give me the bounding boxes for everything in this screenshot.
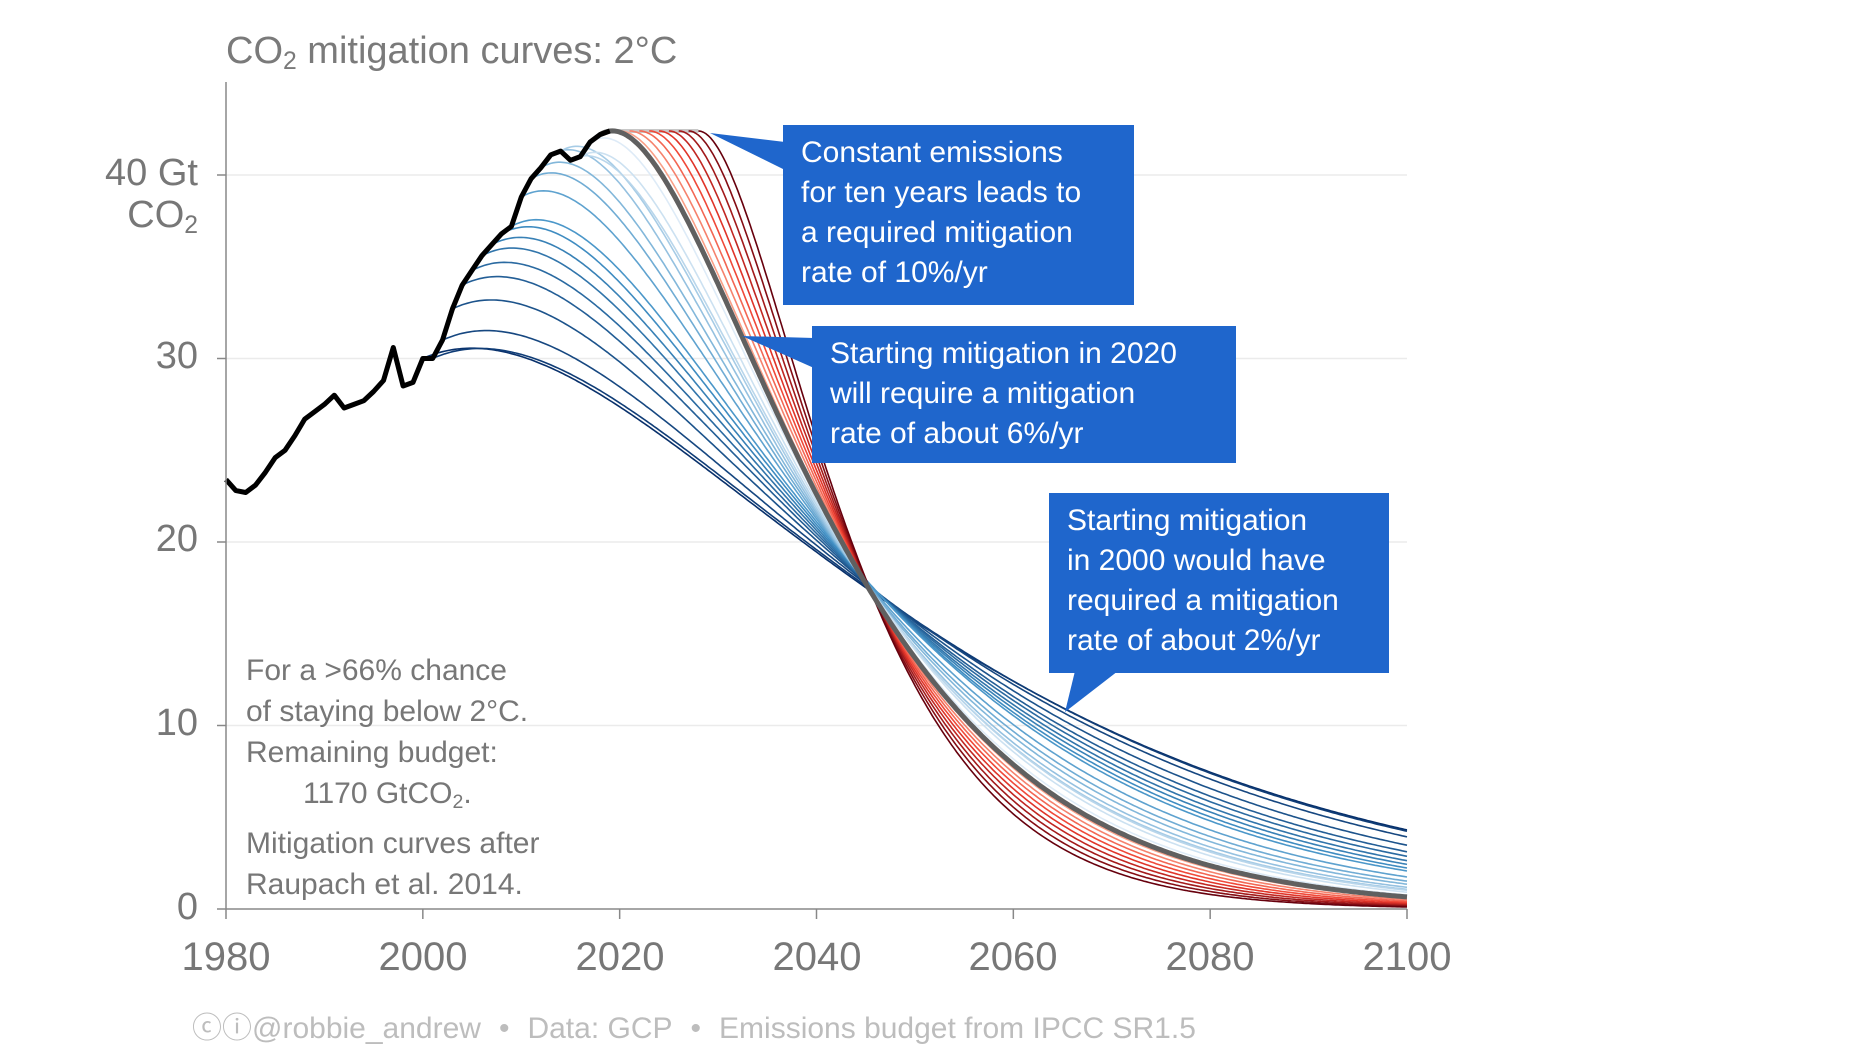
historical-emissions-line — [224, 128, 611, 495]
mitigation-curve-2026 — [678, 130, 1408, 907]
mitigation-curve-2022 — [639, 130, 1408, 902]
pointer-constant-emissions — [710, 133, 785, 170]
axes — [217, 82, 1408, 919]
separator-dot: • — [498, 1012, 510, 1045]
annotation-pointers — [710, 133, 1118, 712]
y-tick-30: 30 — [155, 335, 198, 377]
annotation-line: Starting mitigation in 2020 — [830, 337, 1177, 370]
annotation-line: Starting mitigation — [1067, 504, 1308, 537]
mitigation-curve-2004 — [461, 275, 1408, 853]
mitigation-curve-2013 — [550, 148, 1408, 889]
annotation-line: a required mitigation — [801, 216, 1073, 249]
note-line: of staying below 2°C. — [246, 695, 529, 728]
footer: ⓒⓘ@robbie_andrew • Data: GCP • Emissions bud… — [192, 1003, 1196, 1047]
separator-dot: • — [690, 1012, 702, 1045]
mitigation-curve-2027 — [688, 130, 1407, 908]
footer-data-source: Data: GCP — [527, 1012, 673, 1045]
mitigation-curve-2009 — [511, 218, 1408, 872]
mitigation-curve-2021 — [629, 130, 1408, 901]
mitigation-curve-2024 — [658, 130, 1408, 905]
mitigation-curve-2012 — [540, 161, 1408, 885]
annotation-line: will require a mitigation — [830, 377, 1136, 410]
note-line: Raupach et al. 2014. — [246, 867, 523, 901]
note-line: Mitigation curves after — [246, 826, 540, 860]
x-tick-2040: 2040 — [772, 935, 862, 979]
footer-budget-source: Emissions budget from IPCC SR1.5 — [719, 1012, 1196, 1045]
y-tick-20: 20 — [155, 518, 198, 560]
mitigation-curve-2005 — [471, 261, 1408, 858]
note-line: Remaining budget: — [246, 736, 498, 769]
annotation-line: rate of about 6%/yr — [830, 417, 1084, 450]
y-axis-unit: CO2 — [127, 194, 198, 240]
annotation-start-2000: Starting mitigation in 2000 would have r… — [1049, 493, 1389, 673]
mitigation-curve-2008 — [501, 226, 1408, 869]
mitigation-curve-2002 — [442, 329, 1408, 838]
mitigation-curve-reference — [598, 128, 1408, 900]
mitigation-curve-2017 — [589, 137, 1408, 896]
annotation-start-2020: Starting mitigation in 2020 will require… — [812, 326, 1236, 463]
pointer-start-2020 — [742, 336, 814, 368]
mitigation-curve-2023 — [649, 130, 1408, 904]
x-tick-2080: 2080 — [1165, 935, 1255, 979]
annotation-line: for ten years leads to — [801, 176, 1082, 209]
cc-by-icon: ⓒⓘ — [192, 1012, 252, 1045]
mitigation-curve-2015 — [570, 154, 1408, 891]
annotation-line: in 2000 would have — [1067, 544, 1326, 577]
mitigation-curve-2011 — [530, 172, 1408, 882]
y-tick-0: 0 — [176, 886, 198, 928]
mitigation-curve-2003 — [452, 299, 1408, 846]
note-budget-value: 1170 GtCO2. — [303, 777, 472, 813]
annotation-line: rate of 10%/yr — [801, 256, 988, 289]
budget-note: For a >66% chance of staying below 2°C. … — [246, 650, 539, 905]
annotation-line: rate of about 2%/yr — [1067, 624, 1321, 657]
x-tick-2100: 2100 — [1362, 935, 1452, 979]
annotation-line: required a mitigation — [1067, 584, 1339, 617]
x-tick-1980: 1980 — [181, 935, 271, 979]
y-tick-10: 10 — [155, 702, 198, 744]
y-axis-label: 40 Gt — [105, 152, 198, 194]
annotation-constant-emissions: Constant emissions for ten years leads t… — [783, 125, 1134, 305]
mitigation-curve-2025 — [668, 130, 1408, 906]
x-tick-2020: 2020 — [575, 935, 665, 979]
pointer-start-2000 — [1065, 671, 1118, 712]
note-line: For a >66% chance — [246, 654, 507, 687]
mitigation-curve-2016 — [579, 151, 1408, 893]
x-tick-2000: 2000 — [378, 935, 468, 979]
mitigation-curve-2006 — [481, 247, 1408, 862]
footer-author: @robbie_andrew — [252, 1012, 481, 1045]
chart-title: CO2 mitigation curves: 2°C — [226, 30, 678, 76]
mitigation-curve-2007 — [491, 236, 1408, 866]
mitigation-curve-2010 — [520, 189, 1408, 878]
annotation-line: Constant emissions — [801, 136, 1063, 169]
mitigation-curves — [422, 128, 1408, 908]
historical-emissions — [224, 128, 611, 495]
x-tick-2060: 2060 — [968, 935, 1058, 979]
